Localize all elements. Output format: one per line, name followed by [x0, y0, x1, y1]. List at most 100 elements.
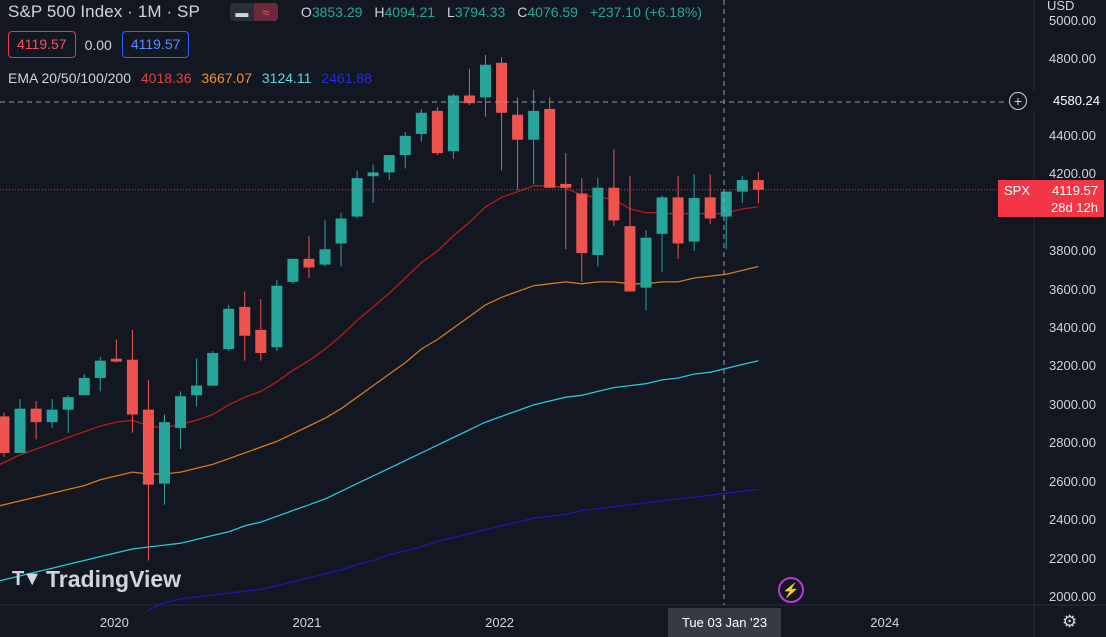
price-tick-label: 2000.00: [1049, 589, 1096, 604]
candle-body: [560, 183, 572, 188]
minus-icon[interactable]: ▬: [235, 4, 249, 20]
spread-value: 0.00: [84, 36, 112, 53]
candle-body: [544, 108, 556, 188]
candle-body: [30, 408, 42, 423]
candle: [367, 164, 379, 204]
candle-body: [576, 193, 588, 254]
last-price-tag: SPX 4119.57 28d 12h: [998, 180, 1104, 217]
candle-body: [255, 329, 267, 353]
time-tick-label: 2024: [870, 615, 900, 630]
candle: [624, 176, 636, 292]
price-tick-label: 3800.00: [1049, 243, 1096, 259]
ema200-value: 2461.88: [321, 70, 372, 86]
candle-body: [672, 197, 684, 244]
candle: [255, 299, 267, 361]
candle-body: [752, 180, 764, 190]
buy-sell-toggle[interactable]: ▬ ≈: [229, 3, 278, 21]
time-tick-label: 2021: [292, 615, 322, 630]
candle-body: [351, 178, 363, 217]
candle-body: [608, 187, 620, 221]
candle-body: [496, 62, 508, 113]
crosshair-price-tag: + 4580.24: [1005, 92, 1106, 112]
candle: [46, 399, 58, 428]
candle: [175, 391, 187, 450]
lightning-icon[interactable]: ⚡: [778, 577, 804, 603]
candle-body: [303, 258, 315, 268]
candle-body: [447, 95, 459, 152]
candle: [78, 374, 90, 396]
sell-price-button[interactable]: 4119.57: [8, 31, 76, 58]
candle: [496, 57, 508, 171]
open-value: 3853.29: [311, 4, 363, 20]
plus-icon[interactable]: +: [1009, 92, 1027, 110]
candle: [704, 174, 716, 225]
candle-body: [78, 377, 90, 396]
candle: [415, 108, 427, 142]
wave-icon[interactable]: ≈: [253, 3, 278, 21]
buy-price-button[interactable]: 4119.57: [121, 31, 190, 58]
candle: [399, 132, 411, 169]
candle: [688, 174, 700, 252]
candle: [126, 329, 138, 433]
candle-body: [175, 396, 187, 428]
candle: [271, 279, 283, 352]
candle: [191, 358, 203, 407]
bar-countdown: 28d 12h: [1051, 200, 1098, 215]
candle-body: [191, 385, 203, 396]
candle-body: [431, 110, 443, 154]
price-tick-label: 2400.00: [1049, 512, 1096, 528]
close-label: C: [517, 4, 528, 20]
candle: [447, 93, 459, 159]
gear-icon[interactable]: ⚙: [1062, 612, 1078, 631]
low-value: 3794.33: [454, 4, 506, 20]
ema100-value: 3124.11: [261, 70, 312, 86]
high-label: H: [374, 4, 385, 20]
candle-body: [383, 155, 395, 173]
ema20-line: [0, 185, 759, 465]
candle: [207, 351, 219, 386]
candle: [223, 304, 235, 352]
indicator-name[interactable]: EMA 20/50/100/200: [8, 70, 131, 86]
candle-body: [110, 358, 122, 362]
ema200-line: [146, 488, 759, 612]
candle: [656, 195, 668, 273]
candle-body: [319, 249, 331, 265]
candle: [110, 339, 122, 363]
candle-body: [335, 218, 347, 244]
price-tick-label: 5000.00: [1049, 12, 1096, 28]
candle: [576, 178, 588, 282]
currency-label[interactable]: USD: [1047, 0, 1075, 13]
candle: [512, 97, 524, 190]
candle-body: [287, 258, 299, 282]
candle: [752, 172, 764, 204]
symbol-title[interactable]: S&P 500 Index · 1M · SP: [8, 2, 200, 21]
candle: [319, 220, 331, 267]
price-tick-label: 2200.00: [1049, 550, 1096, 566]
candle-body: [624, 226, 636, 292]
ema50-value: 3667.07: [201, 70, 252, 86]
ema20-value: 4018.36: [140, 70, 192, 86]
crosshair-date-tag: Tue 03 Jan '23: [668, 608, 781, 637]
time-tick-label: 2020: [99, 615, 129, 630]
chart-header: S&P 500 Index · 1M · SP ▬ ≈ O3853.29 H40…: [8, 2, 710, 22]
price-tick-label: 4800.00: [1049, 51, 1096, 66]
tradingview-logo-icon: T▼: [12, 568, 42, 590]
candle: [672, 176, 684, 259]
price-tick-label: 3400.00: [1049, 320, 1096, 335]
candle: [14, 399, 26, 453]
candle: [159, 414, 170, 505]
ohlc-readout: O3853.29 H4094.21 L3794.33 C4076.59 +237…: [301, 4, 710, 20]
price-tick-label: 2800.00: [1049, 435, 1096, 451]
quote-row: 4119.57 0.00 4119.57: [8, 31, 190, 58]
candle: [303, 235, 315, 279]
candle-body: [480, 64, 491, 98]
candle: [463, 68, 475, 106]
indicator-legend[interactable]: EMA 20/50/100/200 4018.36 3667.07 3124.1…: [8, 70, 378, 86]
candle: [720, 191, 732, 250]
price-tick-label: 3200.00: [1049, 358, 1096, 374]
candle-body: [271, 285, 283, 348]
candle-body: [736, 180, 748, 192]
candle: [560, 153, 572, 250]
tradingview-logo[interactable]: T▼ TradingView: [12, 566, 181, 593]
